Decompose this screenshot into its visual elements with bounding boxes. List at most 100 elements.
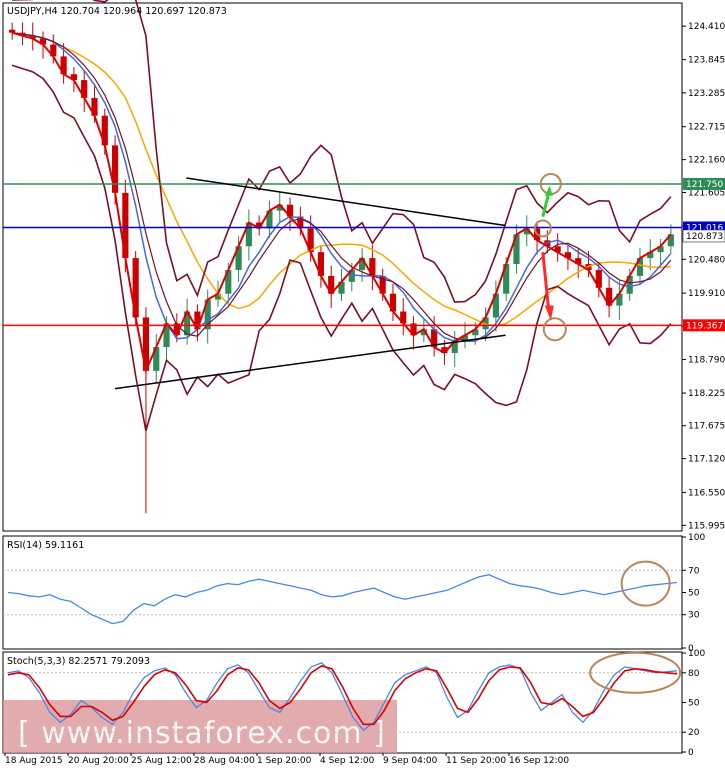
candle-body bbox=[441, 347, 448, 354]
y-tick-label: 123.285 bbox=[688, 89, 725, 99]
candle-body bbox=[461, 335, 469, 342]
y-tick-label: 117.675 bbox=[688, 422, 725, 432]
stoch-header: Stoch(5,3,3) 82.2571 79.2093 bbox=[7, 656, 150, 667]
arrow-down-shaft bbox=[541, 252, 551, 312]
stoch-tick-label: 20 bbox=[688, 728, 700, 738]
candle-body bbox=[503, 264, 510, 294]
current-price-tag bbox=[682, 229, 725, 243]
y-tick-label: 115.995 bbox=[688, 521, 725, 531]
watermark-text: [ www.instaforex.com ] bbox=[18, 716, 386, 751]
candle-body bbox=[575, 258, 582, 265]
candle-body bbox=[472, 329, 479, 336]
candle-body bbox=[214, 293, 222, 300]
x-tick-label: 18 Aug 2015 bbox=[5, 756, 63, 766]
trendline-lower-triangle bbox=[114, 334, 506, 390]
candle-body bbox=[492, 293, 499, 318]
candle-body bbox=[184, 311, 191, 336]
arrow-up-shaft bbox=[541, 192, 551, 217]
candle-body bbox=[91, 97, 98, 116]
candle-body bbox=[451, 341, 458, 354]
stoch-layer: 100 80 50 20 0 bbox=[3, 649, 705, 758]
candle-body bbox=[204, 299, 211, 330]
candle-body bbox=[70, 74, 77, 81]
candle-body bbox=[266, 210, 273, 229]
candle-body bbox=[235, 246, 242, 270]
candle-body bbox=[420, 329, 427, 336]
candle-body bbox=[554, 246, 561, 253]
x-tick-label: 28 Aug 04:00 bbox=[194, 756, 255, 766]
candle-body bbox=[60, 56, 67, 75]
candle-body bbox=[39, 38, 47, 45]
candle-body bbox=[338, 281, 345, 294]
arrow-up-head bbox=[544, 185, 553, 196]
candle-body bbox=[657, 246, 664, 253]
y-tick-label: 119.910 bbox=[688, 289, 725, 299]
main-header: USDJPY,H4 120.704 120.964 120.697 120.87… bbox=[7, 6, 227, 17]
candle-body bbox=[142, 317, 150, 371]
target-down-circle bbox=[542, 317, 567, 342]
candle-body bbox=[101, 115, 108, 146]
level-tag-label: 121.750 bbox=[686, 180, 723, 190]
candle-body bbox=[81, 80, 88, 98]
candle-body bbox=[626, 275, 633, 294]
stoch-tick-label: 0 bbox=[688, 748, 694, 758]
candle-body bbox=[328, 275, 335, 294]
candle-body bbox=[163, 323, 170, 348]
candle-body bbox=[173, 323, 180, 336]
candle-body bbox=[410, 323, 417, 336]
candle-body bbox=[369, 258, 376, 276]
x-tick-label: 4 Sep 12:00 bbox=[320, 756, 375, 766]
watermark-box bbox=[3, 700, 397, 753]
candle-body bbox=[132, 258, 139, 318]
rsi-tick-label: 70 bbox=[688, 566, 700, 576]
candle-body bbox=[400, 311, 407, 324]
candle-body bbox=[297, 216, 304, 229]
candle-body bbox=[307, 228, 314, 253]
candle-body bbox=[256, 222, 263, 229]
x-tick-label: 20 Aug 20:00 bbox=[68, 756, 129, 766]
candle-body bbox=[225, 269, 232, 294]
level-tag-label: 121.016 bbox=[686, 223, 723, 233]
rsi-header: RSI(14) 59.1161 bbox=[7, 540, 84, 551]
y-tick-label: 124.410 bbox=[688, 22, 725, 32]
y-tick-label: 116.550 bbox=[688, 488, 725, 498]
candle-body bbox=[636, 258, 644, 276]
rsi-tick-label: 0 bbox=[688, 644, 694, 654]
candle-body bbox=[317, 252, 325, 276]
ma-orange-line bbox=[11, 31, 671, 327]
candle-body bbox=[153, 347, 160, 371]
candle-body bbox=[9, 29, 16, 33]
level-tag-label: 119.367 bbox=[686, 321, 723, 331]
candle-body bbox=[482, 317, 489, 330]
candle-body bbox=[348, 269, 355, 282]
current-price-label: 120.873 bbox=[686, 232, 723, 242]
stoch-tick-label: 100 bbox=[688, 649, 705, 659]
close-price-line bbox=[11, 31, 672, 375]
stoch-annotation-circle bbox=[589, 651, 682, 694]
y-tick-label: 123.845 bbox=[688, 56, 725, 66]
level-tag bbox=[683, 319, 725, 332]
candle-body bbox=[111, 145, 119, 193]
band-lower bbox=[11, 64, 672, 432]
stoch-signal-line bbox=[7, 665, 678, 726]
candle-body bbox=[606, 287, 613, 306]
candle-body bbox=[667, 234, 674, 247]
y-tick-label: 122.160 bbox=[688, 156, 725, 166]
candle-body bbox=[276, 204, 283, 211]
y-tick-label: 118.790 bbox=[688, 356, 725, 366]
ma-blue-line bbox=[11, 31, 672, 342]
candle-body bbox=[194, 311, 201, 330]
y-tick-label: 121.605 bbox=[688, 189, 725, 199]
breakout-circle bbox=[533, 219, 552, 238]
x-tick-label: 11 Sep 20:00 bbox=[446, 756, 506, 766]
candle-body bbox=[50, 44, 57, 57]
candle-body bbox=[245, 222, 252, 247]
rsi-tick-label: 100 bbox=[688, 533, 705, 543]
rsi-panel bbox=[2, 535, 683, 650]
candle-body bbox=[564, 252, 572, 259]
y-tick-label: 122.715 bbox=[688, 123, 725, 133]
x-tick-label: 1 Sep 20:00 bbox=[257, 756, 312, 766]
rsi-annotation-circle bbox=[620, 560, 671, 607]
